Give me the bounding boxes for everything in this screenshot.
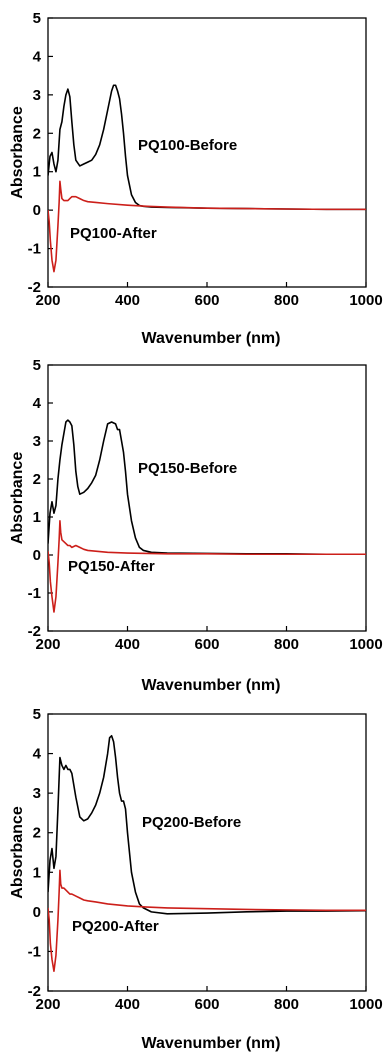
y-tick-label: 5 [33, 706, 41, 723]
series-line-pq100-after [48, 180, 366, 273]
series-label: PQ150-Before [138, 460, 237, 477]
y-tick-label: 3 [33, 433, 41, 450]
series-label: PQ100-After [70, 225, 157, 242]
y-axis-label: Absorbance [9, 452, 26, 545]
x-tick-label: 800 [274, 636, 299, 653]
x-tick-label: 200 [35, 292, 60, 309]
y-axis-label: Absorbance [9, 106, 26, 199]
x-tick-label: 600 [194, 636, 219, 653]
series-line-pq150-after [48, 519, 366, 613]
y-tick-label: 4 [33, 395, 42, 412]
x-tick-label: 200 [35, 636, 60, 653]
x-tick-label: 400 [115, 996, 140, 1013]
x-axis-label: Wavenumber (nm) [142, 1035, 281, 1052]
y-tick-label: -2 [28, 623, 41, 640]
series-label: PQ200-Before [142, 814, 241, 831]
y-tick-label: 5 [33, 357, 41, 374]
x-tick-label: 600 [194, 996, 219, 1013]
y-tick-label: 4 [33, 746, 42, 763]
x-tick-label: 200 [35, 996, 60, 1013]
y-tick-label: 5 [33, 10, 41, 27]
y-tick-label: -1 [28, 585, 41, 602]
x-tick-label: 400 [115, 292, 140, 309]
x-tick-label: 600 [194, 292, 219, 309]
chart-panel-1: 200 400 600 800 1000 -2 -1 0 1 2 3 4 5 Wavenumber (nm… [9, 10, 383, 347]
y-tick-label: 3 [33, 87, 41, 104]
y-tick-label: 2 [33, 471, 41, 488]
y-tick-label: 1 [33, 864, 41, 881]
x-tick-label: 800 [274, 996, 299, 1013]
y-tick-label: 2 [33, 125, 41, 142]
y-tick-label: -1 [28, 943, 41, 960]
x-tick-label: 1000 [349, 636, 382, 653]
y-tick-label: -2 [28, 279, 41, 296]
y-tick-label: 4 [33, 48, 42, 65]
y-tick-label: -2 [28, 983, 41, 1000]
y-tick-label: -1 [28, 241, 41, 258]
y-tick-label: 0 [33, 547, 41, 564]
series-line-pq150-before [48, 419, 366, 556]
y-tick-label: 3 [33, 785, 41, 802]
x-tick-label: 1000 [349, 996, 382, 1013]
plot-frame [47, 364, 367, 632]
y-axis-label: Absorbance [9, 806, 26, 899]
x-axis-label: Wavenumber (nm) [142, 677, 281, 694]
y-tick-label: 1 [33, 509, 41, 526]
y-tick-label: 0 [33, 904, 41, 921]
plot-frame [47, 713, 367, 992]
y-tick-label: 2 [33, 825, 41, 842]
x-tick-label: 800 [274, 292, 299, 309]
x-tick-label: 1000 [349, 292, 382, 309]
series-line-pq200-before [48, 734, 366, 915]
y-tick-label: 1 [33, 164, 41, 181]
x-axis-label: Wavenumber (nm) [142, 330, 281, 347]
y-tick-label: 0 [33, 202, 41, 219]
series-label: PQ150-After [68, 558, 155, 575]
x-tick-label: 400 [115, 636, 140, 653]
series-label: PQ100-Before [138, 137, 237, 154]
chart-panel-3: 200 400 600 800 1000 -2 -1 0 1 2 3 4 5 Wavenumber (nm… [9, 706, 383, 1052]
chart-panel-2: 200 400 600 800 1000 -2 -1 0 1 2 3 4 5 Wavenumber (nm… [9, 357, 383, 694]
series-line-pq200-after [48, 869, 366, 973]
series-label: PQ200-After [72, 918, 159, 935]
